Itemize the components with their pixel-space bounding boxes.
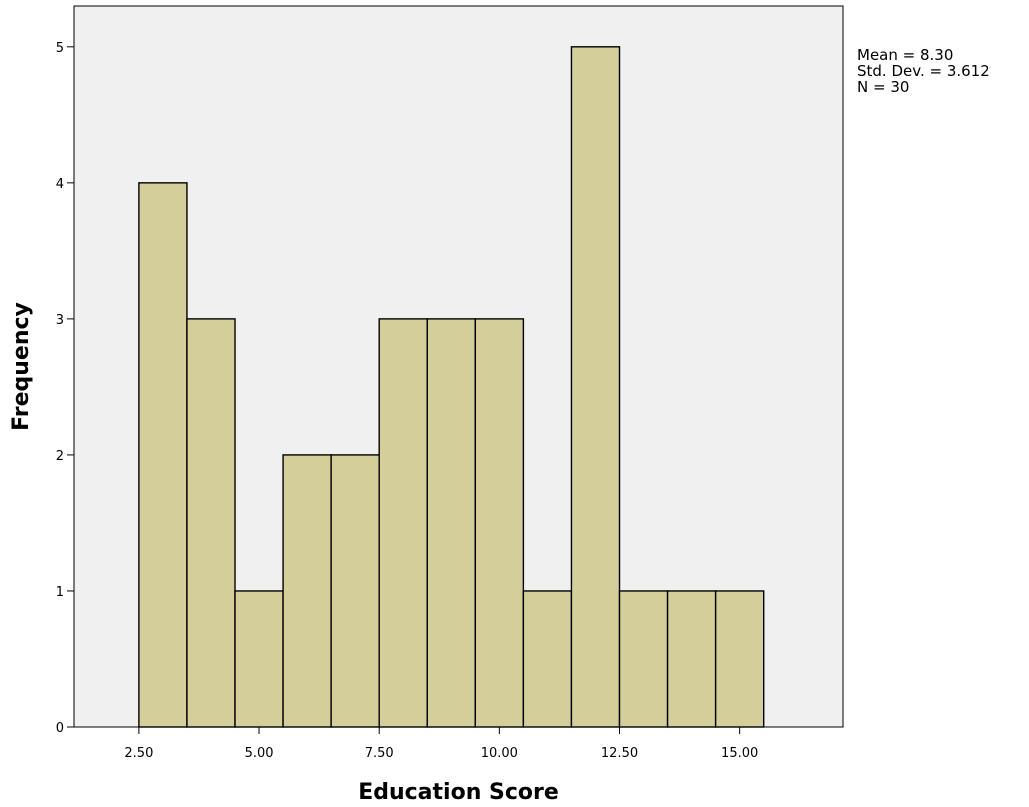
y-tick-label: 5 — [56, 41, 64, 56]
histogram-bar — [186, 318, 236, 728]
histogram-bar — [618, 590, 669, 728]
y-tick-label: 3 — [56, 313, 64, 328]
y-axis: 0 1 2 3 4 5 — [56, 41, 74, 736]
histogram-bar — [666, 590, 717, 728]
stats-mean: Mean = 8.30 — [857, 46, 953, 64]
bars-group — [138, 46, 765, 728]
histogram-bar — [282, 454, 332, 728]
x-axis-title: Education Score — [358, 780, 559, 805]
histogram-bar — [474, 318, 525, 728]
y-tick-label: 4 — [56, 177, 64, 192]
y-tick-label: 1 — [56, 585, 64, 600]
x-tick-label: 5.00 — [245, 746, 274, 761]
y-tick-label: 0 — [56, 721, 64, 736]
x-tick-label: 15.00 — [721, 746, 758, 761]
x-tick-label: 2.50 — [124, 746, 153, 761]
histogram-bar — [234, 590, 284, 728]
x-tick-label: 10.00 — [481, 746, 518, 761]
histogram-bar — [570, 46, 621, 728]
stats-n: N = 30 — [857, 78, 909, 96]
stats-std-dev: Std. Dev. = 3.612 — [857, 62, 990, 80]
histogram-bar — [138, 182, 188, 728]
stats-box: Mean = 8.30 Std. Dev. = 3.612 N = 30 — [857, 46, 990, 96]
x-tick-label: 7.50 — [365, 746, 394, 761]
y-tick-label: 2 — [56, 449, 64, 464]
histogram-bar — [378, 318, 428, 728]
x-axis: 2.50 5.00 7.50 10.00 12.50 15.00 — [124, 727, 758, 761]
histogram-bar — [714, 590, 765, 728]
histogram-bar — [426, 318, 477, 728]
y-axis-title: Frequency — [9, 302, 34, 431]
x-tick-label: 12.50 — [601, 746, 638, 761]
histogram-bar — [330, 454, 380, 728]
histogram-bar — [522, 590, 573, 728]
